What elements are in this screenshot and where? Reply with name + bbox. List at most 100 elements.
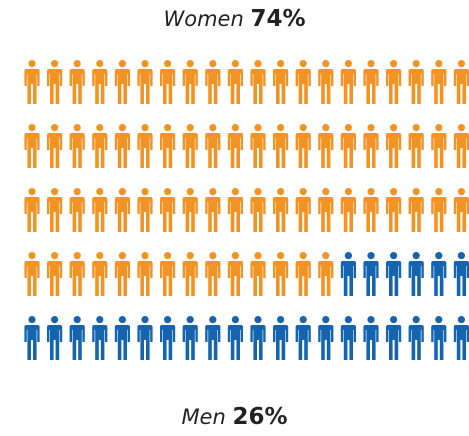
person-icon-women [340, 124, 356, 168]
person-icon-men [250, 316, 266, 360]
person-icon-men [295, 316, 311, 360]
person-icon-women [227, 188, 243, 232]
person-icon-women [137, 188, 153, 232]
person-icon-women [408, 124, 424, 168]
person-icon-women [408, 188, 424, 232]
person-icon-women [250, 188, 266, 232]
person-icon-men [408, 316, 424, 360]
person-icon-women [386, 124, 402, 168]
person-icon-men [273, 316, 289, 360]
person-icon-women [363, 60, 379, 104]
person-icon-men [386, 316, 402, 360]
person-icon-women [69, 252, 85, 296]
person-icon-women [24, 252, 40, 296]
person-icon-women [250, 252, 266, 296]
person-icon-women [160, 60, 176, 104]
person-icon-women [182, 188, 198, 232]
person-icon-women [250, 124, 266, 168]
person-icon-women [205, 188, 221, 232]
men-series-name: Men [181, 405, 226, 429]
person-icon-men [386, 252, 402, 296]
person-icon-men [453, 316, 469, 360]
person-icon-women [431, 60, 447, 104]
person-icon-women [69, 60, 85, 104]
person-icon-women [92, 252, 108, 296]
person-icon-women [47, 124, 63, 168]
person-icon-women [47, 60, 63, 104]
person-icon-women [431, 124, 447, 168]
person-icon-women [47, 252, 63, 296]
person-icon-women [227, 124, 243, 168]
person-icon-women [453, 60, 469, 104]
person-icon-men [431, 316, 447, 360]
person-icon-men [69, 316, 85, 360]
person-icon-women [137, 252, 153, 296]
men-label: Men 26% [0, 404, 469, 430]
person-icon-women [47, 188, 63, 232]
person-icon-women [318, 188, 334, 232]
person-icon-women [182, 60, 198, 104]
person-icon-women [340, 188, 356, 232]
person-icon-women [318, 124, 334, 168]
person-icon-women [386, 188, 402, 232]
person-icon-women [92, 124, 108, 168]
person-icon-women [182, 252, 198, 296]
person-icon-women [408, 60, 424, 104]
person-icon-men [227, 316, 243, 360]
person-icon-women [318, 60, 334, 104]
person-icon-men [363, 316, 379, 360]
person-icon-men [114, 316, 130, 360]
person-icon-women [69, 124, 85, 168]
person-icon-women [24, 188, 40, 232]
person-icon-women [182, 124, 198, 168]
person-icon-men [24, 316, 40, 360]
person-icon-women [114, 252, 130, 296]
person-icon-women [69, 188, 85, 232]
person-icon-women [137, 124, 153, 168]
person-icon-men [137, 316, 153, 360]
person-icon-women [227, 60, 243, 104]
women-series-name: Women [163, 7, 244, 31]
person-icon-women [160, 252, 176, 296]
person-icon-men [47, 316, 63, 360]
person-icon-women [227, 252, 243, 296]
person-icon-women [114, 60, 130, 104]
person-icon-men [92, 316, 108, 360]
person-icon-women [205, 60, 221, 104]
person-icon-women [273, 252, 289, 296]
person-icon-women [24, 124, 40, 168]
men-percent: 26% [232, 404, 288, 430]
person-icon-women [205, 124, 221, 168]
person-icon-women [453, 124, 469, 168]
person-icon-women [137, 60, 153, 104]
person-icon-men [318, 316, 334, 360]
person-icon-women [92, 60, 108, 104]
person-icon-women [295, 124, 311, 168]
women-percent: 74% [250, 6, 306, 32]
person-icon-women [340, 60, 356, 104]
person-icon-women [114, 124, 130, 168]
person-icon-women [386, 60, 402, 104]
person-icon-men [160, 316, 176, 360]
person-icon-women [114, 188, 130, 232]
person-icon-women [160, 124, 176, 168]
person-icon-women [273, 124, 289, 168]
person-icon-women [273, 60, 289, 104]
person-icon-women [250, 60, 266, 104]
person-icon-women [363, 188, 379, 232]
person-icon-men [408, 252, 424, 296]
person-icon-women [295, 188, 311, 232]
person-icon-men [340, 316, 356, 360]
women-label: Women 74% [0, 6, 469, 32]
person-icon-women [363, 124, 379, 168]
person-icon-women [92, 188, 108, 232]
person-icon-women [160, 188, 176, 232]
person-icon-women [295, 252, 311, 296]
person-icon-men [431, 252, 447, 296]
person-icon-men [363, 252, 379, 296]
person-icon-women [295, 60, 311, 104]
person-icon-women [318, 252, 334, 296]
person-icon-women [453, 188, 469, 232]
person-icon-men [182, 316, 198, 360]
